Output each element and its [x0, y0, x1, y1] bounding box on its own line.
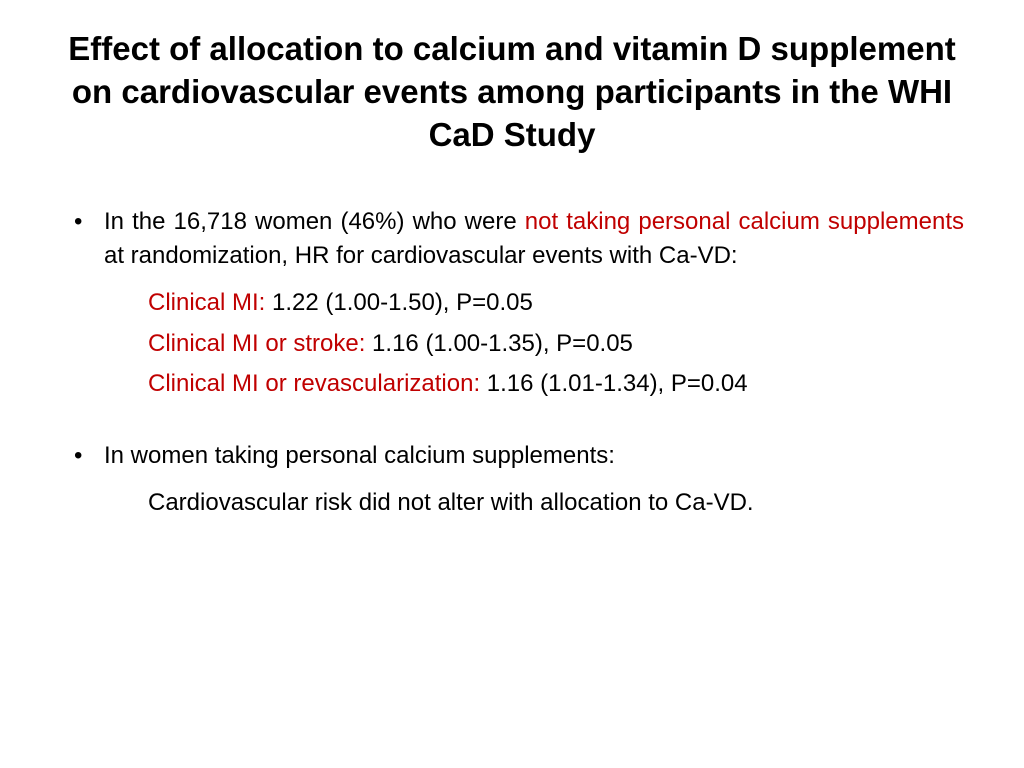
result-label: Clinical MI: — [148, 289, 265, 316]
bullet-1-text: In the 16,718 women (46%) who were not t… — [104, 205, 964, 275]
bullet-2-lead: In women taking personal calcium supplem… — [104, 439, 964, 474]
result-row: Clinical MI or revascularization: 1.16 (… — [148, 365, 964, 403]
bullet-1-part1: In the 16,718 women (46%) who were — [104, 208, 525, 235]
result-label: Clinical MI or revascularization: — [148, 370, 480, 397]
slide-title: Effect of allocation to calcium and vita… — [60, 28, 964, 157]
bullet-1-sublist: Clinical MI: 1.22 (1.00-1.50), P=0.05 Cl… — [104, 284, 964, 403]
result-value: 1.16 (1.00-1.35), P=0.05 — [365, 330, 633, 357]
result-value: 1.22 (1.00-1.50), P=0.05 — [265, 289, 533, 316]
slide: Effect of allocation to calcium and vita… — [0, 0, 1024, 599]
result-label: Clinical MI or stroke: — [148, 330, 365, 357]
bullet-2: In women taking personal calcium supplem… — [60, 439, 964, 522]
result-row: Clinical MI: 1.22 (1.00-1.50), P=0.05 — [148, 284, 964, 322]
bullet-1-highlight: not taking personal calcium supplements — [525, 208, 964, 235]
bullet-2-sublist: Cardiovascular risk did not alter with a… — [104, 484, 964, 522]
result-row: Clinical MI or stroke: 1.16 (1.00-1.35),… — [148, 325, 964, 363]
bullet-2-sub: Cardiovascular risk did not alter with a… — [148, 484, 964, 522]
bullet-list: In the 16,718 women (46%) who were not t… — [60, 205, 964, 523]
bullet-1: In the 16,718 women (46%) who were not t… — [60, 205, 964, 404]
bullet-1-part2: at randomization, HR for cardiovascular … — [104, 242, 738, 269]
result-value: 1.16 (1.01-1.34), P=0.04 — [480, 370, 748, 397]
